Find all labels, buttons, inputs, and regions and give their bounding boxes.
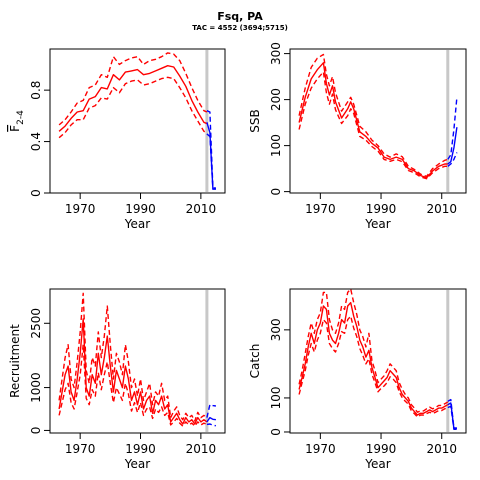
catch-y-tick-label: 0: [269, 428, 283, 436]
ssb-x-axis-label: Year: [364, 217, 390, 231]
catch-y-tick-label: 100: [269, 386, 283, 409]
rec-series-projection-lower: [206, 423, 216, 427]
rec-series-projection: [206, 416, 216, 423]
catch-series-estimate: [298, 301, 449, 416]
f-x-tick-label: 2010: [186, 202, 217, 216]
rec-x-tick-label: 1990: [125, 442, 156, 456]
ssb-y-tick-label: 200: [269, 88, 283, 111]
rec-series-projection-upper: [206, 404, 216, 418]
rec-series-lower: [58, 344, 208, 427]
rec-plot-frame: [49, 288, 226, 434]
f-plot-frame: [49, 48, 226, 194]
ssb-series-projection: [447, 127, 458, 165]
f-y-tick-label: 0.4: [29, 132, 43, 151]
rec-series-estimate: [58, 318, 208, 425]
ssb-series-upper: [298, 53, 449, 178]
figure-subtitle: TAC = 4552 (3694;5715): [192, 24, 288, 32]
rec-y-axis-label: Recruitment: [8, 324, 22, 398]
ssb-x-tick-label: 2010: [426, 202, 457, 216]
ssb-y-tick-label: 300: [269, 42, 283, 65]
figure-title: Fsq, PA: [217, 10, 263, 23]
rec-x-tick-label: 2010: [186, 442, 217, 456]
catch-series-upper: [298, 288, 449, 413]
ssb-y-axis-label: SSB: [248, 109, 262, 132]
rec-x-axis-label: Year: [124, 457, 150, 471]
catch-x-tick-label: 2010: [426, 442, 457, 456]
rec-y-tick-label: 1000: [29, 372, 43, 403]
f-y-axis-label: F2-4: [8, 110, 26, 132]
catch-x-axis-label: Year: [364, 457, 390, 471]
f-series-estimate: [58, 64, 208, 132]
catch-y-tick-label: 300: [269, 318, 283, 341]
f-series-upper: [58, 52, 208, 126]
ssb-y-tick-label: 100: [269, 134, 283, 157]
ssb-plot-frame: [289, 48, 467, 194]
catch-series-lower: [298, 315, 449, 418]
f-x-axis-label: Year: [124, 217, 150, 231]
ssb-y-tick-label: 0: [269, 188, 283, 196]
f-x-tick-label: 1970: [65, 202, 96, 216]
ssb-x-tick-label: 1970: [305, 202, 336, 216]
catch-y-axis-label: Catch: [248, 344, 262, 379]
rec-y-tick-label: 2500: [29, 308, 43, 339]
ssb-series-projection-lower: [447, 152, 458, 167]
f-series-lower: [58, 76, 208, 139]
ssb-series-projection-upper: [447, 97, 458, 160]
rec-y-tick-label: 0: [29, 427, 43, 435]
rec-x-tick-label: 1970: [65, 442, 96, 456]
f-y-tick-label: 0.8: [29, 81, 43, 100]
catch-x-tick-label: 1970: [305, 442, 336, 456]
catch-series-projection-lower: [447, 405, 457, 430]
catch-x-tick-label: 1990: [366, 442, 397, 456]
rec-series-upper: [58, 292, 208, 422]
f-series-projection-upper: [206, 110, 216, 189]
f-series-projection-lower: [206, 133, 216, 190]
ssb-x-tick-label: 1990: [366, 202, 397, 216]
ssb-series-estimate: [298, 62, 448, 179]
catch-plot-frame: [289, 288, 467, 434]
f-y-tick-label: 0: [29, 189, 43, 197]
f-x-tick-label: 1990: [125, 202, 156, 216]
ssb-series-lower: [298, 71, 448, 180]
